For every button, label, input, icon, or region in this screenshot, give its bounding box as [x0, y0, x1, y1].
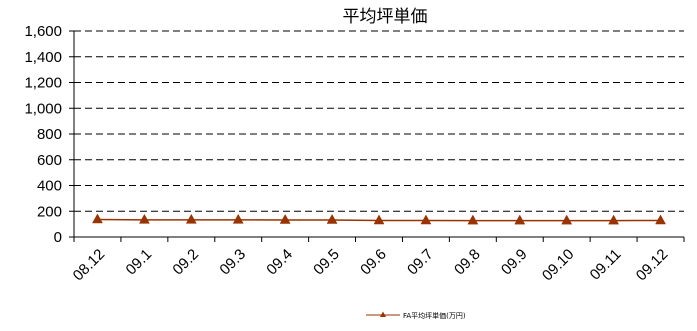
x-tick-label: 08.12 — [70, 246, 109, 285]
data-point-marker — [373, 214, 385, 225]
legend-marker — [380, 311, 386, 317]
data-point-marker — [420, 214, 432, 225]
y-tick-label: 1,600 — [24, 23, 62, 40]
x-tick-label: 09.2 — [169, 246, 202, 279]
y-tick-label: 1,200 — [24, 75, 62, 92]
legend-label: FA平均坪単価(万円) — [403, 311, 466, 320]
chart-title: 平均坪単価 — [343, 7, 428, 27]
y-axis-tick-labels: 0 200 400 600 800 1,000 1,200 1,400 1,600 — [24, 23, 62, 246]
x-tick-label: 09.1 — [123, 246, 156, 279]
x-tick-label: 09.6 — [357, 246, 390, 279]
y-tick-label: 1,000 — [24, 100, 62, 117]
data-point-marker — [138, 213, 150, 224]
y-tick-label: 600 — [37, 152, 62, 169]
x-tick-label: 09.5 — [310, 246, 343, 279]
x-tick-label: 09.10 — [539, 246, 578, 285]
grid-lines — [74, 30, 684, 212]
data-point-marker — [467, 214, 479, 225]
y-tick-label: 800 — [37, 126, 62, 143]
data-point-marker — [279, 213, 291, 224]
data-point-marker — [655, 214, 666, 225]
series-layer — [92, 213, 666, 225]
y-tick-label: 0 — [54, 229, 62, 246]
x-tick-label: 09.3 — [216, 246, 249, 279]
x-tick-label: 09.12 — [633, 246, 672, 285]
x-tick-label: 09.4 — [263, 246, 296, 279]
axes — [69, 30, 685, 242]
data-point-marker — [92, 213, 103, 224]
data-point-marker — [232, 213, 244, 224]
y-tick-label: 200 — [37, 203, 62, 220]
x-tick-label: 09.11 — [587, 246, 625, 284]
y-tick-label: 400 — [37, 178, 62, 195]
data-point-marker — [561, 214, 573, 225]
data-point-marker — [185, 213, 197, 224]
data-point-marker — [326, 213, 338, 224]
x-axis-tick-labels: 08.12 09.1 09.2 09.3 09.4 09.5 09.6 09.7 09.8 09.… — [70, 246, 672, 285]
x-tick-label: 09.8 — [451, 246, 484, 279]
y-tick-label: 1,400 — [24, 49, 62, 66]
x-tick-label: 09.9 — [498, 246, 531, 279]
data-point-marker — [608, 214, 620, 225]
x-tick-label: 09.7 — [404, 246, 437, 279]
legend: FA平均坪単価(万円) — [366, 311, 466, 320]
data-point-marker — [514, 214, 526, 225]
